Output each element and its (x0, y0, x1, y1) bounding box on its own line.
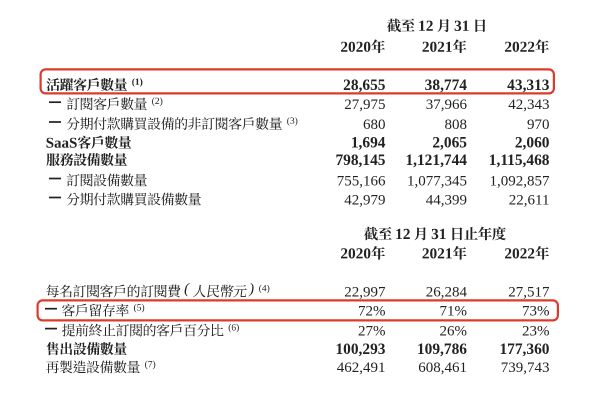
svg-text:72%: 72% (358, 304, 386, 320)
svg-text:970: 970 (527, 117, 550, 133)
svg-text:109,786: 109,786 (417, 341, 467, 358)
svg-text:680: 680 (363, 117, 386, 133)
svg-text:23%: 23% (522, 323, 550, 339)
svg-text:71%: 71% (440, 304, 468, 320)
svg-text:798,145: 798,145 (335, 152, 385, 169)
svg-text:22,997: 22,997 (344, 284, 386, 300)
svg-text:608,461: 608,461 (418, 360, 467, 376)
svg-text:28,655: 28,655 (343, 77, 386, 94)
svg-text:1,121,744: 1,121,744 (405, 152, 467, 169)
svg-text:42,343: 42,343 (508, 97, 549, 113)
svg-text:1,694: 1,694 (351, 135, 386, 152)
svg-text:100,293: 100,293 (335, 341, 385, 358)
svg-text:177,360: 177,360 (499, 341, 549, 358)
svg-text:37,966: 37,966 (426, 97, 468, 113)
svg-text:2,060: 2,060 (515, 135, 550, 152)
svg-text:42,979: 42,979 (344, 192, 385, 208)
svg-text:44,399: 44,399 (426, 192, 467, 208)
svg-text:26,284: 26,284 (426, 284, 468, 300)
svg-text:1,115,468: 1,115,468 (489, 152, 550, 169)
svg-text:808: 808 (445, 117, 468, 133)
svg-text:43,313: 43,313 (507, 77, 550, 94)
svg-text:739,743: 739,743 (501, 360, 550, 376)
svg-text:2,065: 2,065 (432, 135, 467, 152)
svg-text:462,491: 462,491 (337, 360, 386, 376)
svg-text:26%: 26% (440, 323, 468, 339)
svg-text:38,774: 38,774 (425, 77, 468, 94)
svg-text:27,517: 27,517 (508, 284, 550, 300)
svg-text:1,077,345: 1,077,345 (407, 173, 467, 189)
svg-text:755,166: 755,166 (337, 173, 386, 189)
svg-text:27%: 27% (358, 323, 386, 339)
svg-text:27,975: 27,975 (344, 97, 385, 113)
svg-text:73%: 73% (522, 304, 550, 320)
svg-text:22,611: 22,611 (509, 192, 550, 208)
svg-text:1,092,857: 1,092,857 (490, 173, 551, 189)
